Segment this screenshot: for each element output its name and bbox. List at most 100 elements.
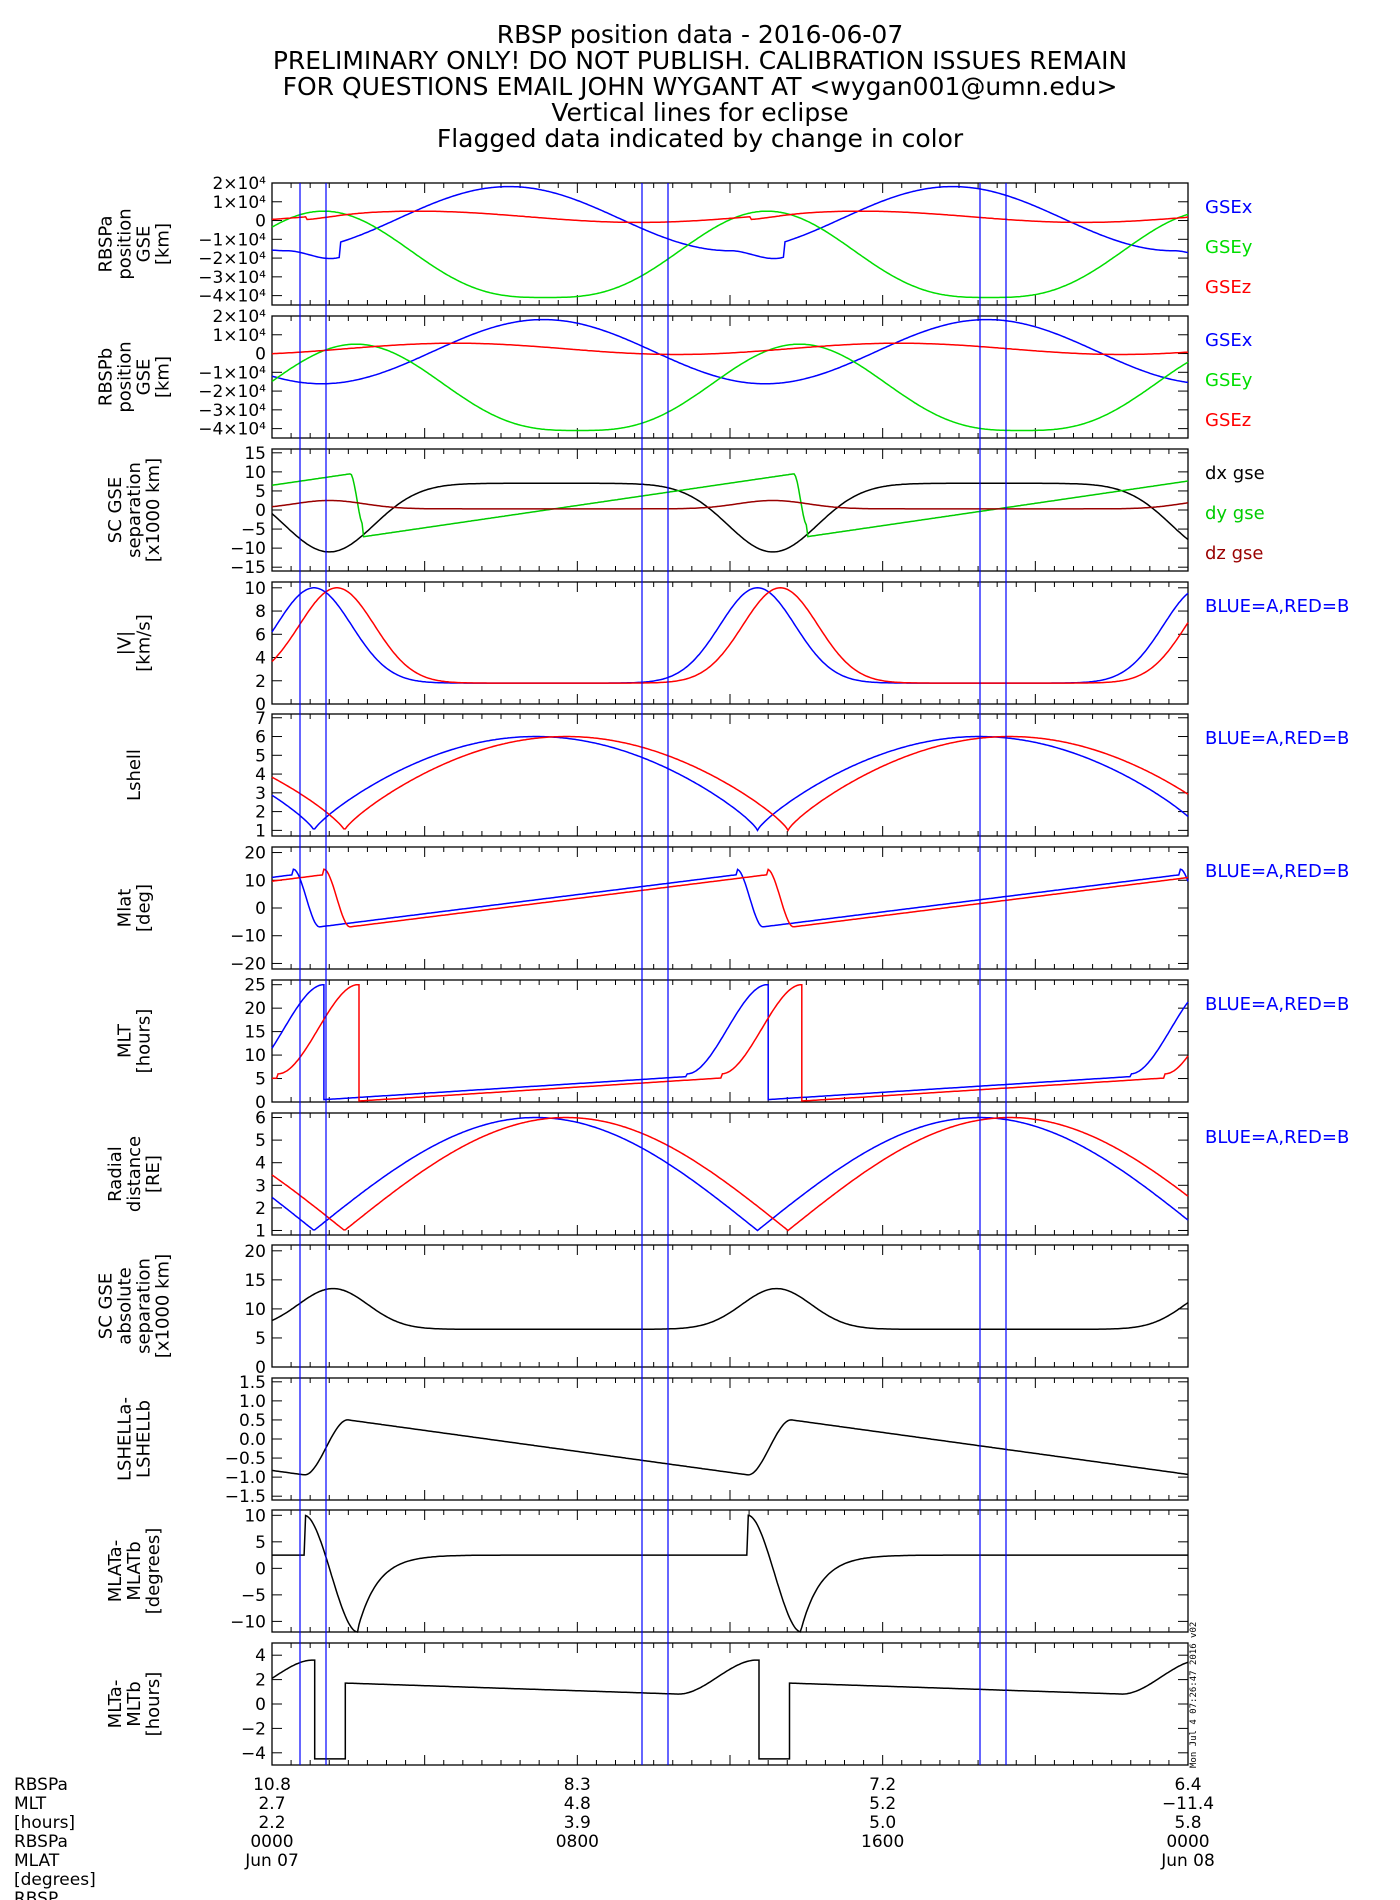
y-tick-label: −10 bbox=[230, 1612, 266, 1632]
y-tick-label: −1×10⁴ bbox=[198, 363, 266, 383]
bottom-left-label: RBSP bbox=[14, 1889, 58, 1900]
title-line: FOR QUESTIONS EMAIL JOHN WYGANT AT <wyga… bbox=[282, 72, 1118, 101]
y-axis-label: RBSPa bbox=[96, 215, 117, 272]
y-tick-label: 0.5 bbox=[239, 1411, 266, 1431]
panel-frame bbox=[271, 1377, 1189, 1501]
y-tick-label: 4 bbox=[255, 1154, 266, 1174]
legend-entry: GSEy bbox=[1205, 370, 1253, 391]
y-axis-label: [km/s] bbox=[134, 614, 155, 671]
bottom-column-value: 7.2 bbox=[869, 1775, 896, 1795]
y-tick-label: 2 bbox=[255, 1671, 266, 1691]
legend-entry: GSEz bbox=[1205, 277, 1251, 298]
y-tick-label: −4 bbox=[241, 1744, 266, 1764]
legend-entry: BLUE=A,RED=B bbox=[1205, 994, 1349, 1015]
series-line bbox=[271, 868, 1189, 928]
y-tick-label: 10 bbox=[244, 463, 266, 483]
y-axis-label: GSE bbox=[134, 226, 155, 263]
y-tick-label: 3 bbox=[255, 1176, 266, 1196]
bottom-column-value: 5.0 bbox=[869, 1813, 896, 1833]
y-tick-label: −5 bbox=[241, 1586, 266, 1606]
y-axis-label: [deg] bbox=[134, 884, 155, 932]
y-tick-label: 8 bbox=[255, 602, 266, 622]
series-line bbox=[271, 983, 1189, 1101]
bottom-column-value: 3.9 bbox=[564, 1813, 591, 1833]
y-axis-label: SC GSE bbox=[96, 1273, 117, 1339]
y-tick-label: 4 bbox=[255, 1646, 266, 1666]
y-axis-label: Lshell bbox=[124, 749, 145, 801]
title-line: Flagged data indicated by change in colo… bbox=[436, 124, 964, 153]
series-line bbox=[271, 1287, 1189, 1330]
chart-titles: RBSP position data - 2016-06-07 PRELIMIN… bbox=[0, 22, 1400, 152]
y-tick-label: 2 bbox=[255, 803, 266, 823]
panel-frame bbox=[271, 1642, 1189, 1766]
y-axis-label: [x1000 km] bbox=[143, 458, 164, 562]
y-axis-label: [km] bbox=[153, 356, 174, 398]
y-tick-label: 5 bbox=[255, 1329, 266, 1349]
y-tick-label: 5 bbox=[255, 482, 266, 502]
y-tick-label: −1.5 bbox=[225, 1487, 266, 1507]
bottom-left-label: RBSPa bbox=[14, 1775, 68, 1795]
y-tick-label: 6 bbox=[255, 1109, 266, 1129]
series-line bbox=[271, 587, 1189, 684]
y-tick-label: 20 bbox=[244, 844, 266, 864]
bottom-left-label: MLAT bbox=[14, 1851, 60, 1871]
legend-entry: dy gse bbox=[1205, 503, 1265, 524]
y-tick-label: −1.0 bbox=[225, 1468, 266, 1488]
y-tick-label: −2×10⁴ bbox=[198, 249, 266, 269]
bottom-column-value: 0000 bbox=[250, 1832, 293, 1852]
y-tick-label: 2 bbox=[255, 1199, 266, 1219]
y-tick-label: −1×10⁴ bbox=[198, 230, 266, 250]
y-tick-label: −3×10⁴ bbox=[198, 401, 266, 421]
title-line: PRELIMINARY ONLY! DO NOT PUBLISH. CALIBR… bbox=[272, 46, 1128, 75]
y-axis-label: Radial bbox=[105, 1146, 126, 1202]
bottom-column-value: 0800 bbox=[556, 1832, 599, 1852]
y-axis-label: absolute bbox=[115, 1267, 136, 1344]
series-line bbox=[271, 482, 1189, 553]
panel-frame bbox=[271, 1244, 1189, 1368]
bottom-column-value: 4.8 bbox=[564, 1794, 591, 1814]
y-tick-label: −4×10⁴ bbox=[198, 287, 266, 307]
y-tick-label: 2 bbox=[255, 672, 266, 692]
y-tick-label: 4 bbox=[255, 765, 266, 785]
y-tick-label: 10 bbox=[244, 1506, 266, 1526]
y-tick-label: 5 bbox=[255, 1131, 266, 1151]
series-line bbox=[271, 210, 1189, 224]
y-tick-label: 0 bbox=[255, 1559, 266, 1579]
bottom-column-value: 5.8 bbox=[1174, 1813, 1201, 1833]
y-tick-label: −4×10⁴ bbox=[198, 420, 266, 440]
panel-frame bbox=[271, 182, 1189, 306]
y-tick-label: −0.5 bbox=[225, 1449, 266, 1469]
series-line bbox=[271, 210, 1189, 299]
bottom-column-value: 2.7 bbox=[258, 1794, 285, 1814]
bottom-column-value: 5.2 bbox=[869, 1794, 896, 1814]
y-tick-label: 15 bbox=[244, 1023, 266, 1043]
series-line bbox=[271, 318, 1189, 385]
y-axis-label: separation bbox=[124, 462, 145, 558]
panel-frame bbox=[271, 846, 1189, 970]
y-axis-label: LSHELLa- bbox=[115, 1397, 136, 1481]
bottom-left-label: [degrees] bbox=[14, 1870, 96, 1890]
series-line bbox=[271, 1116, 1189, 1232]
y-tick-label: 0 bbox=[255, 212, 266, 232]
panel-frame bbox=[271, 1509, 1189, 1633]
legend-entry: GSEx bbox=[1205, 330, 1253, 351]
y-tick-label: 10 bbox=[244, 579, 266, 599]
legend-entry: BLUE=A,RED=B bbox=[1205, 1127, 1349, 1148]
series-line bbox=[271, 1659, 1189, 1760]
panel-frame bbox=[271, 713, 1189, 837]
y-axis-label: MLTa- bbox=[105, 1680, 126, 1729]
y-tick-label: −2×10⁴ bbox=[198, 382, 266, 402]
y-tick-label: 0 bbox=[255, 345, 266, 365]
series-line bbox=[272, 1514, 1188, 1633]
y-tick-label: −20 bbox=[230, 954, 266, 974]
title-line: RBSP position data - 2016-06-07 bbox=[496, 20, 904, 49]
panel-frame bbox=[271, 315, 1189, 439]
y-tick-label: 20 bbox=[244, 999, 266, 1019]
y-tick-label: 10 bbox=[244, 871, 266, 891]
title-line: Vertical lines for eclipse bbox=[551, 98, 849, 127]
y-tick-label: −2 bbox=[241, 1719, 266, 1739]
series-line bbox=[271, 1116, 1189, 1232]
series-line bbox=[271, 473, 1189, 538]
y-tick-label: 0 bbox=[255, 1093, 266, 1113]
y-tick-label: 7 bbox=[255, 709, 266, 729]
